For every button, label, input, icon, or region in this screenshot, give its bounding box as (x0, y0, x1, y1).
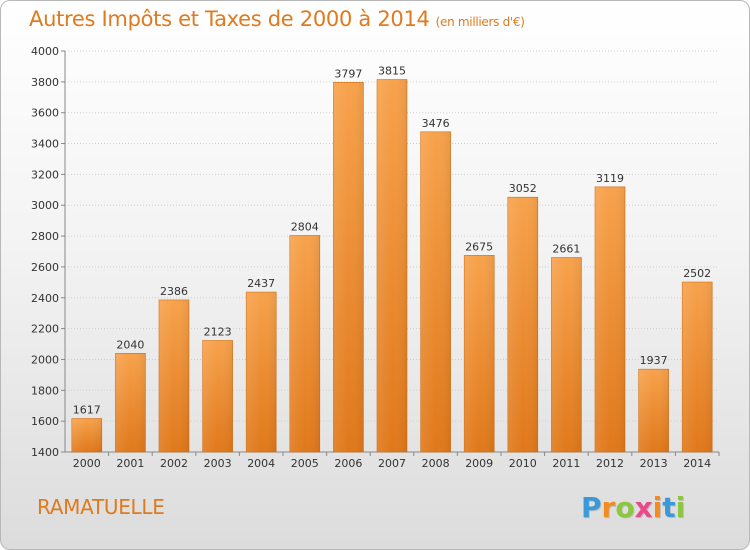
bar-value-label: 3797 (334, 67, 362, 80)
logo-letter: x (634, 491, 653, 524)
bar-value-label: 2123 (204, 325, 232, 338)
y-tick-label: 3000 (31, 199, 59, 212)
y-tick-label: 2600 (31, 261, 59, 274)
y-tick-label: 1800 (31, 384, 59, 397)
x-tick-label: 2009 (465, 457, 493, 470)
bar-shine (289, 235, 320, 452)
bar-shine (507, 197, 538, 452)
labels-layer: 1400 1600 1800 2000 2200 2400 2600 2800 3000 3200… (31, 45, 711, 470)
bar-value-label: 3052 (509, 182, 537, 195)
bar-shine (71, 418, 102, 452)
logo-letter: t (662, 491, 676, 524)
x-tick-label: 2012 (596, 457, 624, 470)
logo-letter: r (601, 491, 616, 524)
bar-shine (159, 299, 189, 452)
x-tick-label: 2013 (640, 457, 668, 470)
y-tick-label: 4000 (31, 45, 59, 58)
bar-shine (333, 82, 364, 453)
y-tick-label: 3200 (31, 168, 59, 181)
y-tick-label: 3400 (31, 138, 59, 151)
x-tick-label: 2008 (422, 457, 450, 470)
y-tick-label: 2000 (31, 353, 59, 366)
y-tick-label: 2200 (31, 323, 59, 336)
x-tick-label: 2003 (204, 457, 232, 470)
bar-shine (202, 340, 233, 452)
proxiti-logo: Proxiti (581, 491, 685, 524)
bar-value-label: 1937 (640, 354, 668, 367)
x-tick-label: 2000 (73, 457, 101, 470)
y-tick-label: 2400 (31, 292, 59, 305)
bar-shine (638, 369, 669, 452)
logo-letter: i (652, 491, 663, 524)
bars-layer (71, 79, 713, 453)
x-tick-label: 2005 (291, 457, 319, 470)
bar-value-label: 3476 (422, 117, 450, 130)
logo-letter: o (615, 491, 635, 524)
bar-shine (115, 353, 146, 452)
y-tick-label: 3600 (31, 107, 59, 120)
x-tick-label: 2014 (683, 457, 711, 470)
y-tick-label: 1600 (31, 415, 59, 428)
x-tick-label: 2011 (552, 457, 580, 470)
y-tick-label: 3800 (31, 76, 59, 89)
bar-shine (377, 79, 407, 453)
bar-value-label: 2502 (683, 267, 711, 280)
chart-title: Autres Impôts et Taxes de 2000 à 2014 (en… (29, 7, 525, 31)
x-tick-label: 2010 (509, 457, 537, 470)
y-tick-label: 1400 (31, 446, 59, 459)
logo-letter: P (581, 491, 602, 524)
commune-name: RAMATUELLE (37, 495, 165, 519)
bar-value-label: 1617 (73, 404, 101, 417)
x-tick-label: 2007 (378, 457, 406, 470)
bar-value-label: 2040 (116, 338, 144, 351)
logo-letter: i (675, 491, 686, 524)
bar-shine (464, 255, 495, 452)
y-tick-label: 2800 (31, 230, 59, 243)
chart-title-text: Autres Impôts et Taxes de 2000 à 2014 (29, 7, 430, 31)
bar-value-label: 2386 (160, 285, 188, 298)
bar-shine (420, 131, 451, 452)
x-tick-label: 2004 (247, 457, 275, 470)
bar-value-label: 2804 (291, 220, 319, 233)
bar-value-label: 2675 (465, 240, 493, 253)
bar-shine (246, 292, 277, 452)
bar-value-label: 3119 (596, 172, 624, 185)
bar-value-label: 2661 (552, 243, 580, 256)
bar-value-label: 3815 (378, 65, 406, 78)
x-tick-label: 2001 (116, 457, 144, 470)
chart-subtitle: (en milliers d'€) (435, 15, 525, 29)
x-tick-label: 2002 (160, 457, 188, 470)
bar-shine (551, 257, 582, 452)
bar-shine (595, 186, 625, 452)
bar-shine (682, 282, 713, 452)
bar-value-label: 2437 (247, 277, 275, 290)
x-tick-label: 2006 (334, 457, 362, 470)
